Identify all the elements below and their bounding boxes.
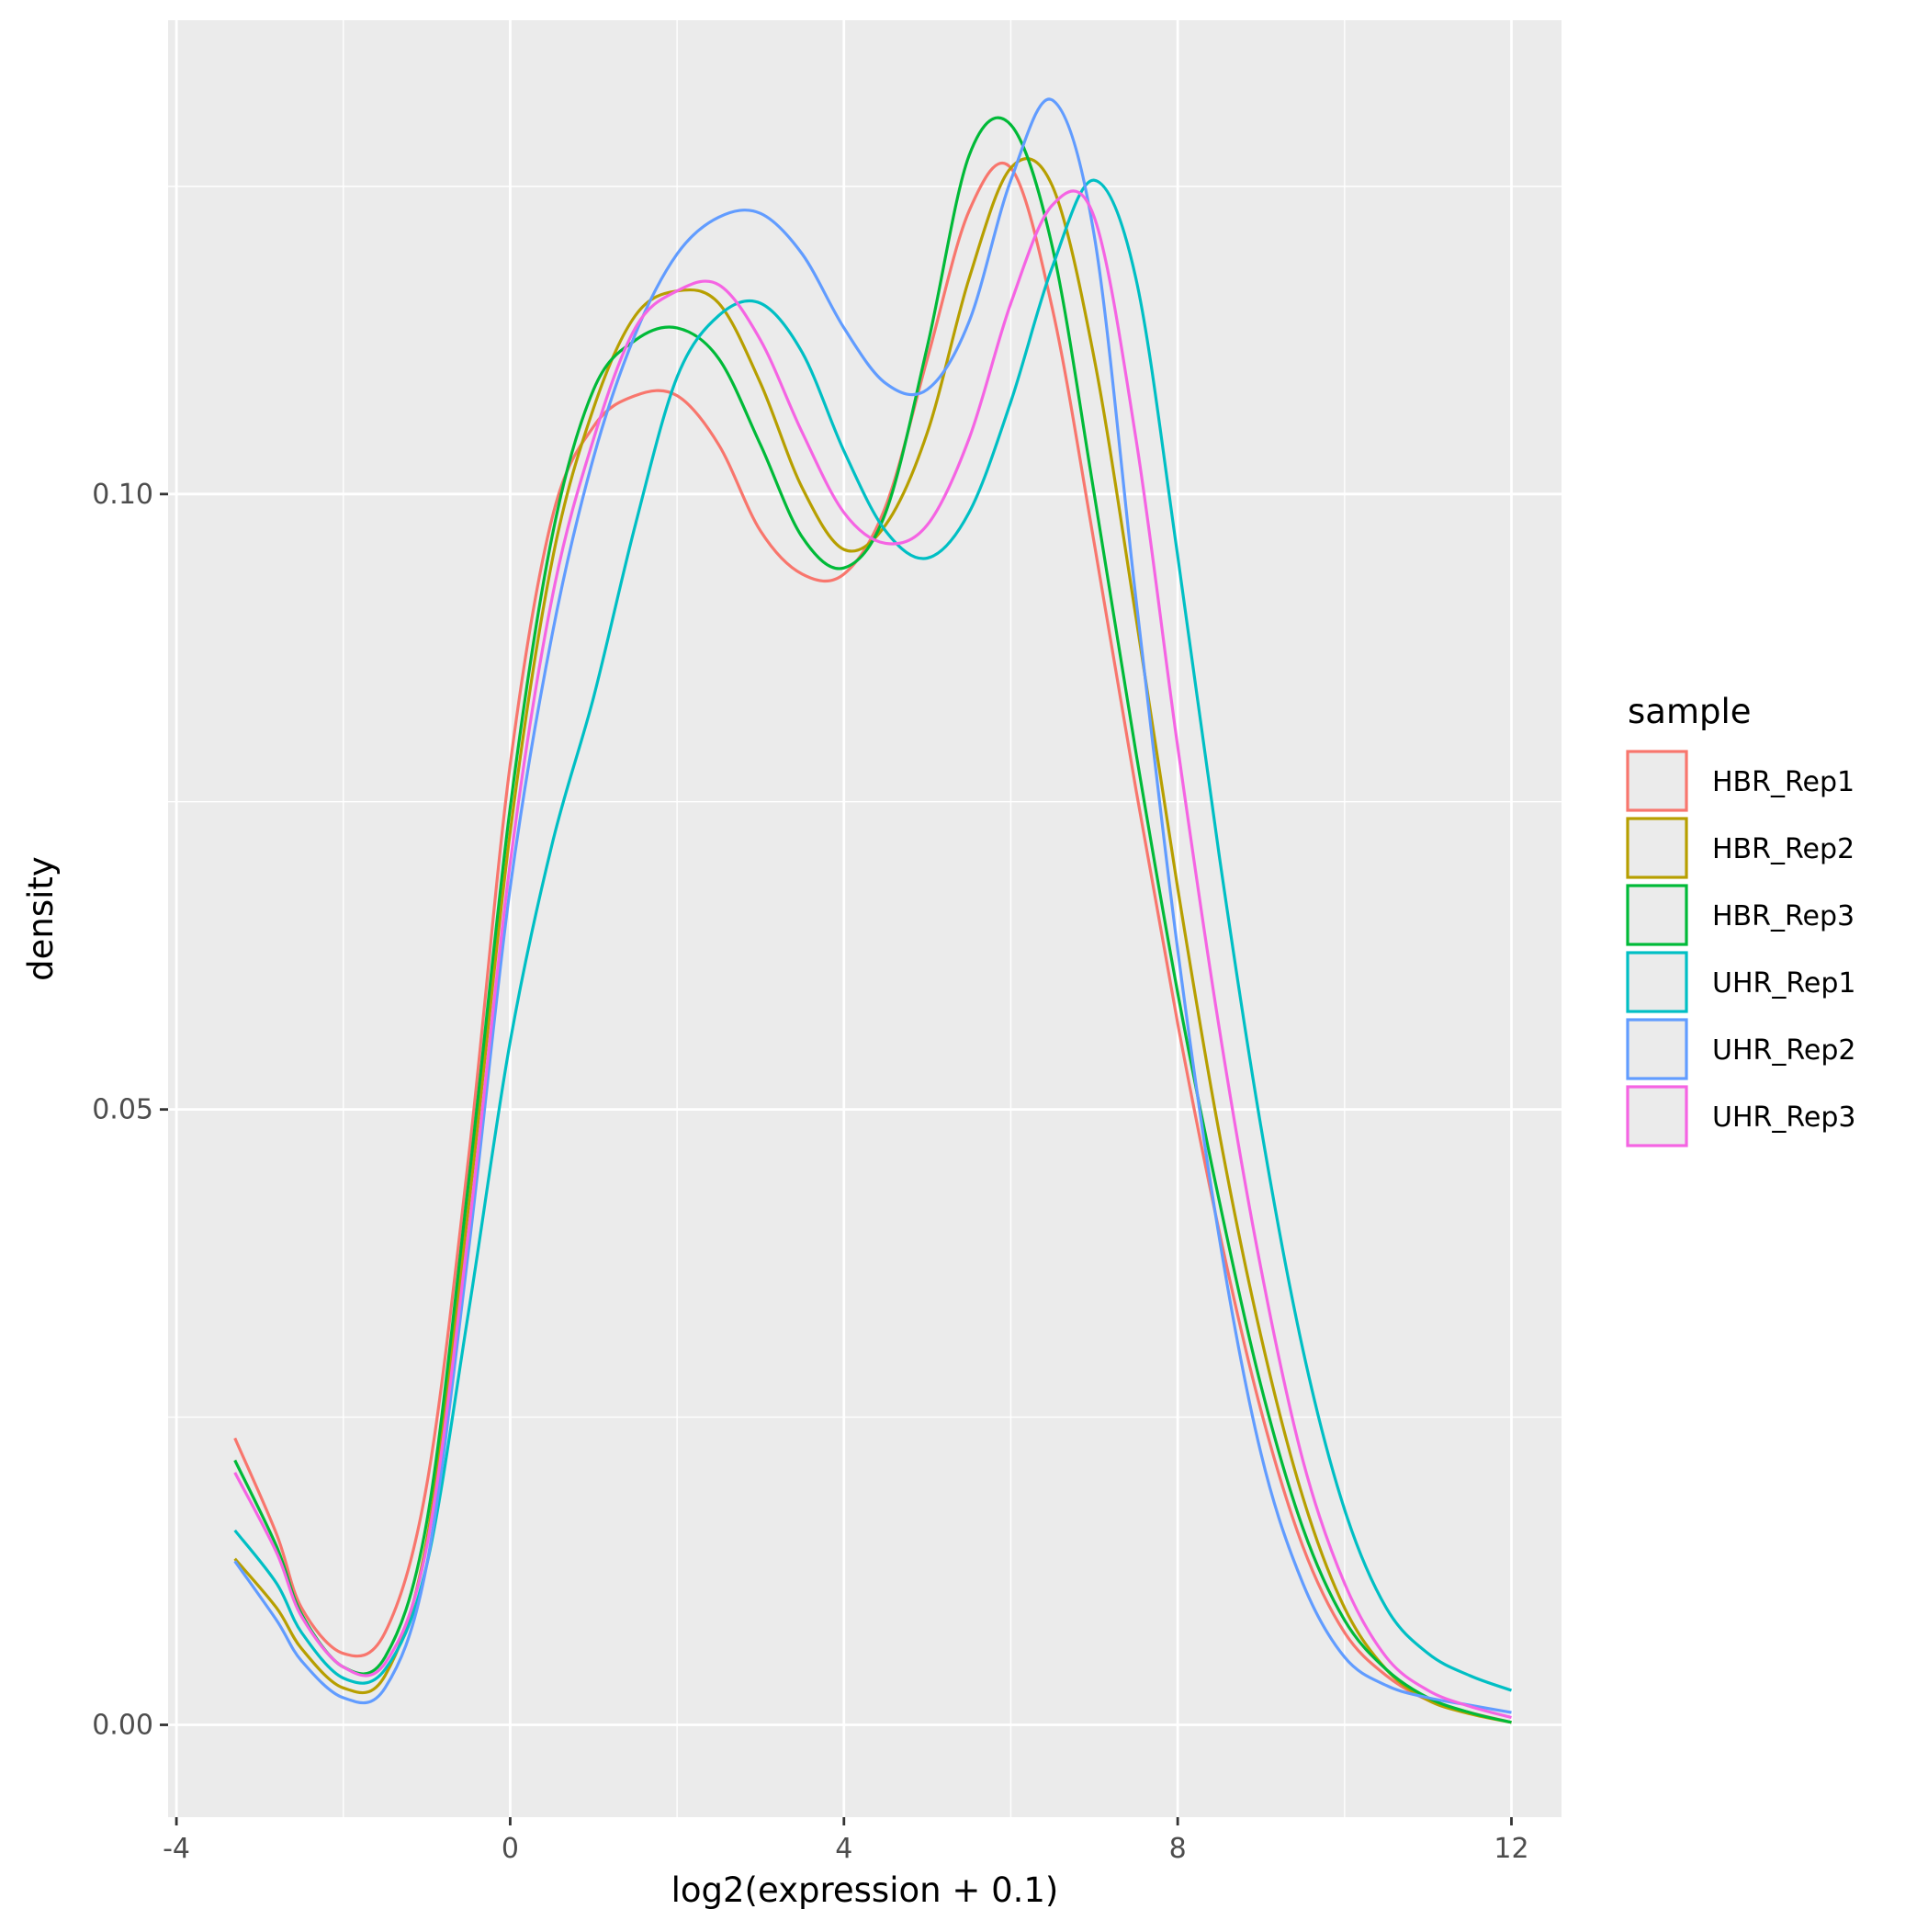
x-tick-label: -4 <box>163 1833 190 1865</box>
series-line-hbr-rep3 <box>233 116 1512 1724</box>
legend-label: HBR_Rep2 <box>1712 833 1855 865</box>
x-tick-label: 12 <box>1494 1833 1528 1865</box>
series-line-uhr-rep2 <box>233 97 1512 1714</box>
y-axis-title: density <box>21 856 61 981</box>
series-line-hbr-rep2 <box>233 157 1512 1724</box>
x-axis-title: log2(expression + 0.1) <box>671 1870 1059 1910</box>
x-tick-label: 8 <box>1169 1833 1187 1865</box>
x-tick-label: 4 <box>835 1833 852 1865</box>
series-line-uhr-rep3 <box>233 189 1512 1720</box>
legend-label: HBR_Rep3 <box>1712 900 1855 932</box>
series-line-hbr-rep1 <box>233 161 1512 1724</box>
y-tick-label: 0.05 <box>92 1094 153 1126</box>
legend-label: UHR_Rep2 <box>1712 1034 1855 1067</box>
legend-key <box>1626 750 1688 812</box>
y-tick-label: 0.00 <box>92 1710 153 1742</box>
legend-label: HBR_Rep1 <box>1712 766 1855 798</box>
series-line-uhr-rep1 <box>233 178 1513 1692</box>
legend-key <box>1626 1018 1688 1080</box>
legend-key <box>1626 884 1688 946</box>
legend-key <box>1626 951 1688 1013</box>
legend-key <box>1626 817 1688 879</box>
legend-label: UHR_Rep3 <box>1712 1102 1855 1134</box>
legend-title: sample <box>1628 692 1752 731</box>
x-tick-label: 0 <box>502 1833 519 1865</box>
y-tick-label: 0.10 <box>92 479 153 511</box>
legend-label: UHR_Rep1 <box>1712 967 1855 1000</box>
legend-key <box>1626 1085 1688 1147</box>
plot-panel <box>168 20 1562 1817</box>
